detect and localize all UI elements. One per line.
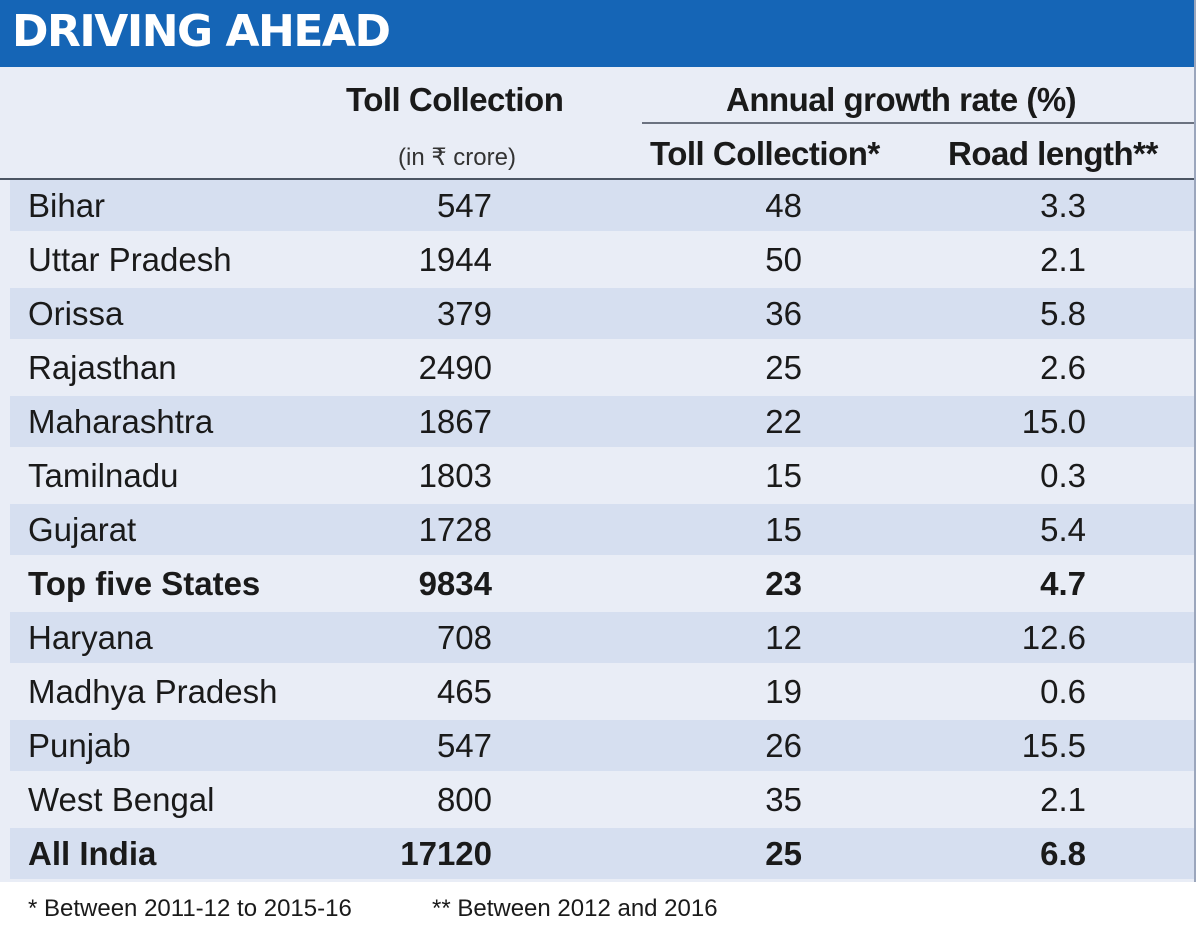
table-row: Haryana 708 12 12.6 (10, 612, 1194, 663)
road-length-cell: 4.7 (1040, 565, 1086, 602)
right-border (1194, 0, 1196, 882)
table-row: West Bengal 800 35 2.1 (10, 774, 1194, 825)
state-cell: Bihar (28, 187, 106, 224)
table-row: Rajasthan 2490 25 2.6 (10, 342, 1194, 393)
header-rule (0, 178, 1194, 180)
toll-growth-cell: 26 (765, 727, 802, 764)
toll-collection-cell: 465 (436, 673, 492, 710)
header-toll-unit: (in ₹ crore) (398, 144, 516, 171)
toll-growth-cell: 50 (765, 241, 802, 278)
header-road-length: Road length** (948, 135, 1158, 172)
table-row: Madhya Pradesh 465 19 0.6 (10, 666, 1194, 717)
road-length-cell: 2.1 (1040, 241, 1086, 278)
road-length-cell: 15.0 (1021, 403, 1086, 440)
table-row: Maharashtra 1867 22 15.0 (10, 396, 1194, 447)
state-cell: West Bengal (28, 781, 215, 818)
page-title: DRIVING AHEAD (12, 6, 391, 57)
footnote-1: * Between 2011-12 to 2015-16 (28, 895, 352, 922)
state-cell: Haryana (28, 619, 153, 656)
toll-growth-cell: 35 (765, 781, 802, 818)
toll-growth-cell: 48 (765, 187, 802, 224)
road-length-cell: 0.6 (1040, 673, 1086, 710)
toll-growth-cell: 19 (765, 673, 802, 710)
table-row: Uttar Pradesh 1944 50 2.1 (10, 234, 1194, 285)
road-length-cell: 5.8 (1040, 295, 1086, 332)
toll-collection-cell: 1867 (418, 403, 492, 440)
state-cell: All India (28, 835, 157, 872)
header-group-growth: Annual growth rate (%) (726, 81, 1077, 118)
table-row: Orissa 379 36 5.8 (10, 288, 1194, 339)
toll-collection-cell: 9834 (418, 565, 492, 602)
toll-growth-cell: 25 (765, 835, 802, 872)
table-row: Gujarat 1728 15 5.4 (10, 504, 1194, 555)
toll-collection-cell: 1728 (418, 511, 492, 548)
state-cell: Orissa (28, 295, 124, 332)
road-length-cell: 15.5 (1021, 727, 1086, 764)
header-growth-toll: Toll Collection* (650, 135, 880, 172)
toll-collection-cell: 708 (436, 619, 492, 656)
toll-growth-cell: 22 (765, 403, 802, 440)
toll-collection-cell: 2490 (418, 349, 492, 386)
table-row: Punjab 547 26 15.5 (10, 720, 1194, 771)
toll-collection-cell: 1944 (418, 241, 492, 278)
toll-collection-cell: 547 (436, 727, 492, 764)
toll-growth-cell: 15 (765, 457, 802, 494)
toll-growth-cell: 25 (765, 349, 802, 386)
table-row: All India 17120 25 6.8 (10, 828, 1194, 879)
toll-collection-cell: 547 (436, 187, 492, 224)
title-bar: DRIVING AHEAD (0, 0, 1194, 67)
road-length-cell: 3.3 (1040, 187, 1086, 224)
table-row: Tamilnadu 1803 15 0.3 (10, 450, 1194, 501)
road-length-cell: 2.1 (1040, 781, 1086, 818)
toll-collection-cell: 800 (436, 781, 492, 818)
toll-growth-cell: 23 (765, 565, 802, 602)
state-cell: Tamilnadu (28, 457, 179, 494)
state-cell: Uttar Pradesh (28, 241, 232, 278)
state-cell: Top five States (28, 565, 261, 602)
state-cell: Madhya Pradesh (28, 673, 278, 710)
table-row: Bihar 547 48 3.3 (10, 180, 1194, 231)
header-toll-collection: Toll Collection (346, 81, 564, 118)
state-cell: Maharashtra (28, 403, 214, 440)
road-length-cell: 2.6 (1040, 349, 1086, 386)
footnote-2: ** Between 2012 and 2016 (432, 895, 718, 922)
group-rule (642, 122, 1194, 124)
toll-collection-cell: 379 (436, 295, 492, 332)
road-length-cell: 5.4 (1040, 511, 1086, 548)
toll-growth-cell: 12 (765, 619, 802, 656)
road-length-cell: 6.8 (1040, 835, 1086, 872)
road-length-cell: 0.3 (1040, 457, 1086, 494)
table-row: Top five States 9834 23 4.7 (10, 558, 1194, 609)
state-cell: Gujarat (28, 511, 137, 548)
state-cell: Punjab (28, 727, 131, 764)
state-cell: Rajasthan (28, 349, 177, 386)
toll-growth-cell: 15 (765, 511, 802, 548)
toll-growth-cell: 36 (765, 295, 802, 332)
toll-collection-cell: 1803 (418, 457, 492, 494)
road-length-cell: 12.6 (1021, 619, 1086, 656)
toll-collection-cell: 17120 (400, 835, 492, 872)
